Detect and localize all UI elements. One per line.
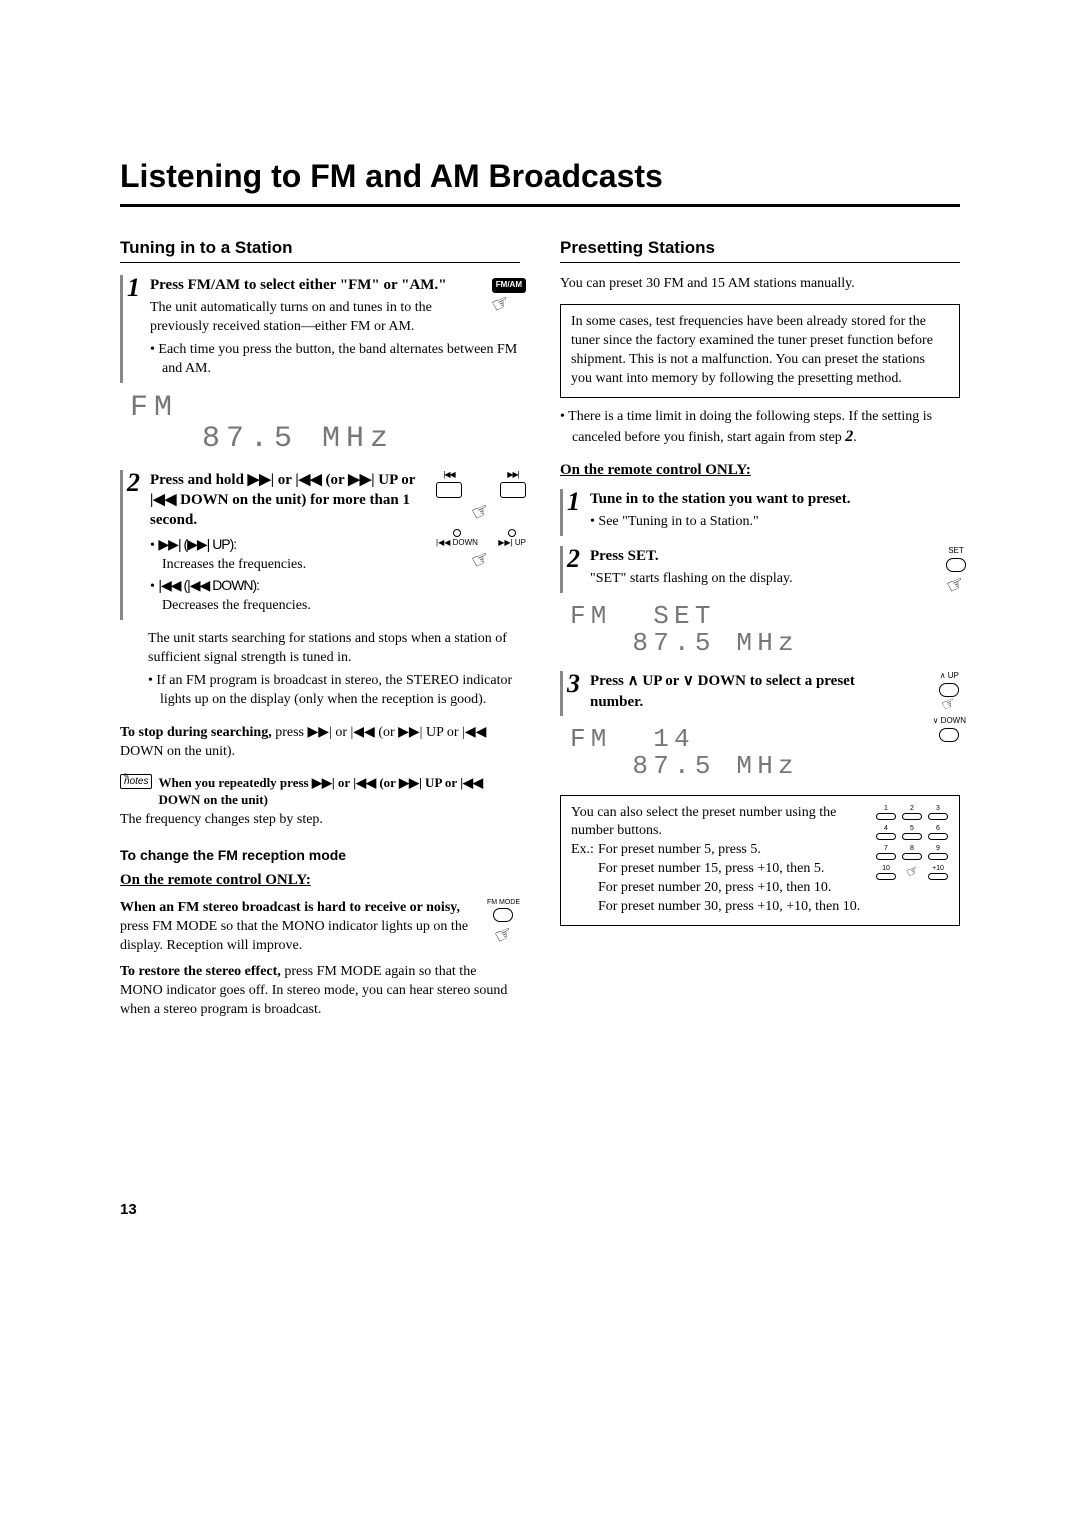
change-fm-mode-heading: To change the FM reception mode bbox=[120, 846, 520, 865]
notes-body: The frequency changes step by step. bbox=[120, 811, 520, 830]
hand-icon: ☞ bbox=[469, 499, 494, 525]
step-1-lead: Press FM/AM to select either "FM" or "AM… bbox=[150, 275, 520, 295]
preset-intro: You can preset 30 FM and 15 AM stations … bbox=[560, 275, 960, 294]
stop-searching: To stop during searching, press ▶▶| or |… bbox=[120, 724, 520, 762]
number-button-box: 1 2 3 4 5 6 7 8 9 10 ☞ +10 You can also … bbox=[560, 795, 960, 926]
fm-mode-p2: To restore the stereo effect, press FM M… bbox=[120, 963, 520, 1020]
numbox-ex4: For preset number 30, press +10, +10, th… bbox=[598, 898, 860, 917]
step-number: 2 bbox=[560, 546, 582, 593]
after-step2-bullet: If an FM program is broadcast in stereo,… bbox=[148, 672, 520, 710]
step-2-bullet-2: |◀◀ (|◀◀ DOWN):Decreases the frequencies… bbox=[150, 576, 420, 616]
preset-step-3-lead: Press ∧ UP or ∨ DOWN to select a preset … bbox=[590, 671, 960, 712]
preset-step-2-lead: Press SET. bbox=[590, 546, 960, 566]
preset-step-2: 2 SET ☞ Press SET. "SET" starts flashing… bbox=[560, 546, 960, 593]
fm-am-button-icon: FM/AM ☞ bbox=[492, 275, 526, 317]
remote-only-heading: On the remote control ONLY: bbox=[120, 870, 520, 890]
page-number: 13 bbox=[120, 1200, 960, 1220]
numbox-ex1: For preset number 5, press 5. bbox=[598, 841, 860, 860]
numbox-ex3: For preset number 20, press +10, then 10… bbox=[598, 879, 860, 898]
preset-step-3: 3 ∧ UP ☞ ∨ DOWN Press ∧ UP or ∨ DOWN to … bbox=[560, 671, 960, 716]
time-limit-bullet: • There is a time limit in doing the fol… bbox=[560, 408, 960, 449]
step-2-bullet-1: ▶▶| (▶▶| UP):Increases the frequencies. bbox=[150, 535, 420, 575]
hand-icon: ☞ bbox=[939, 695, 959, 716]
page-title: Listening to FM and AM Broadcasts bbox=[120, 155, 960, 207]
factory-note-box: In some cases, test frequencies have bee… bbox=[560, 304, 960, 398]
step-number: 1 bbox=[560, 489, 582, 536]
hand-icon: ☞ bbox=[944, 573, 969, 599]
numbox-ex2: For preset number 15, press +10, then 5. bbox=[598, 860, 860, 879]
step-2: 2 |◀◀ ▶▶| ☞ |◀◀ DOWN ▶▶| UP ☞ Press and … bbox=[120, 470, 520, 620]
preset-step-1-lead: Tune in to the station you want to prese… bbox=[590, 489, 960, 509]
step-number: 3 bbox=[560, 671, 582, 716]
left-column: Tuning in to a Station 1 FM/AM ☞ Press F… bbox=[120, 237, 520, 1020]
seek-buttons-icon: |◀◀ ▶▶| ☞ |◀◀ DOWN ▶▶| UP ☞ bbox=[436, 470, 526, 573]
preset-step-1-bullet: See "Tuning in to a Station." bbox=[590, 513, 960, 532]
tuning-heading: Tuning in to a Station bbox=[120, 237, 520, 263]
hand-icon: ☞ bbox=[469, 548, 494, 574]
step-1-body: The unit automatically turns on and tune… bbox=[150, 299, 520, 337]
step-1: 1 FM/AM ☞ Press FM/AM to select either "… bbox=[120, 275, 520, 383]
right-column: Presetting Stations You can preset 30 FM… bbox=[560, 237, 960, 1020]
step-number: 1 bbox=[120, 275, 142, 383]
numpad-icon: 1 2 3 4 5 6 7 8 9 10 ☞ +10 bbox=[875, 804, 949, 880]
preset-step-2-body: "SET" starts flashing on the display. bbox=[590, 570, 960, 589]
step-number: 2 bbox=[120, 470, 142, 620]
fm-mode-p1: When an FM stereo broadcast is hard to r… bbox=[120, 899, 520, 956]
notes-icon: ✎notes bbox=[120, 774, 152, 789]
after-step2-p1: The unit starts searching for stations a… bbox=[148, 630, 520, 668]
preset-step-1: 1 Tune in to the station you want to pre… bbox=[560, 489, 960, 536]
hand-icon: ☞ bbox=[903, 862, 920, 880]
fm-mode-button-icon: FM MODE ☞ bbox=[487, 899, 520, 948]
hand-icon: ☞ bbox=[491, 922, 516, 948]
remote-only-heading-2: On the remote control ONLY: bbox=[560, 460, 960, 480]
up-down-buttons-icon: ∧ UP ☞ ∨ DOWN bbox=[933, 671, 966, 741]
set-button-icon: SET ☞ bbox=[946, 546, 966, 599]
step-1-bullet: Each time you press the button, the band… bbox=[150, 341, 520, 379]
display-fm-set: FM SET 87.5 MHz bbox=[570, 603, 960, 658]
display-fm-87-5: FM 87.5 MHz bbox=[130, 393, 520, 456]
display-fm-14: FM 14 87.5 MHz bbox=[570, 726, 960, 781]
notes-row: ✎notes When you repeatedly press ▶▶| or … bbox=[120, 774, 520, 809]
ex-label: Ex.: bbox=[571, 841, 594, 917]
hand-icon: ☞ bbox=[488, 291, 513, 317]
presetting-heading: Presetting Stations bbox=[560, 237, 960, 263]
